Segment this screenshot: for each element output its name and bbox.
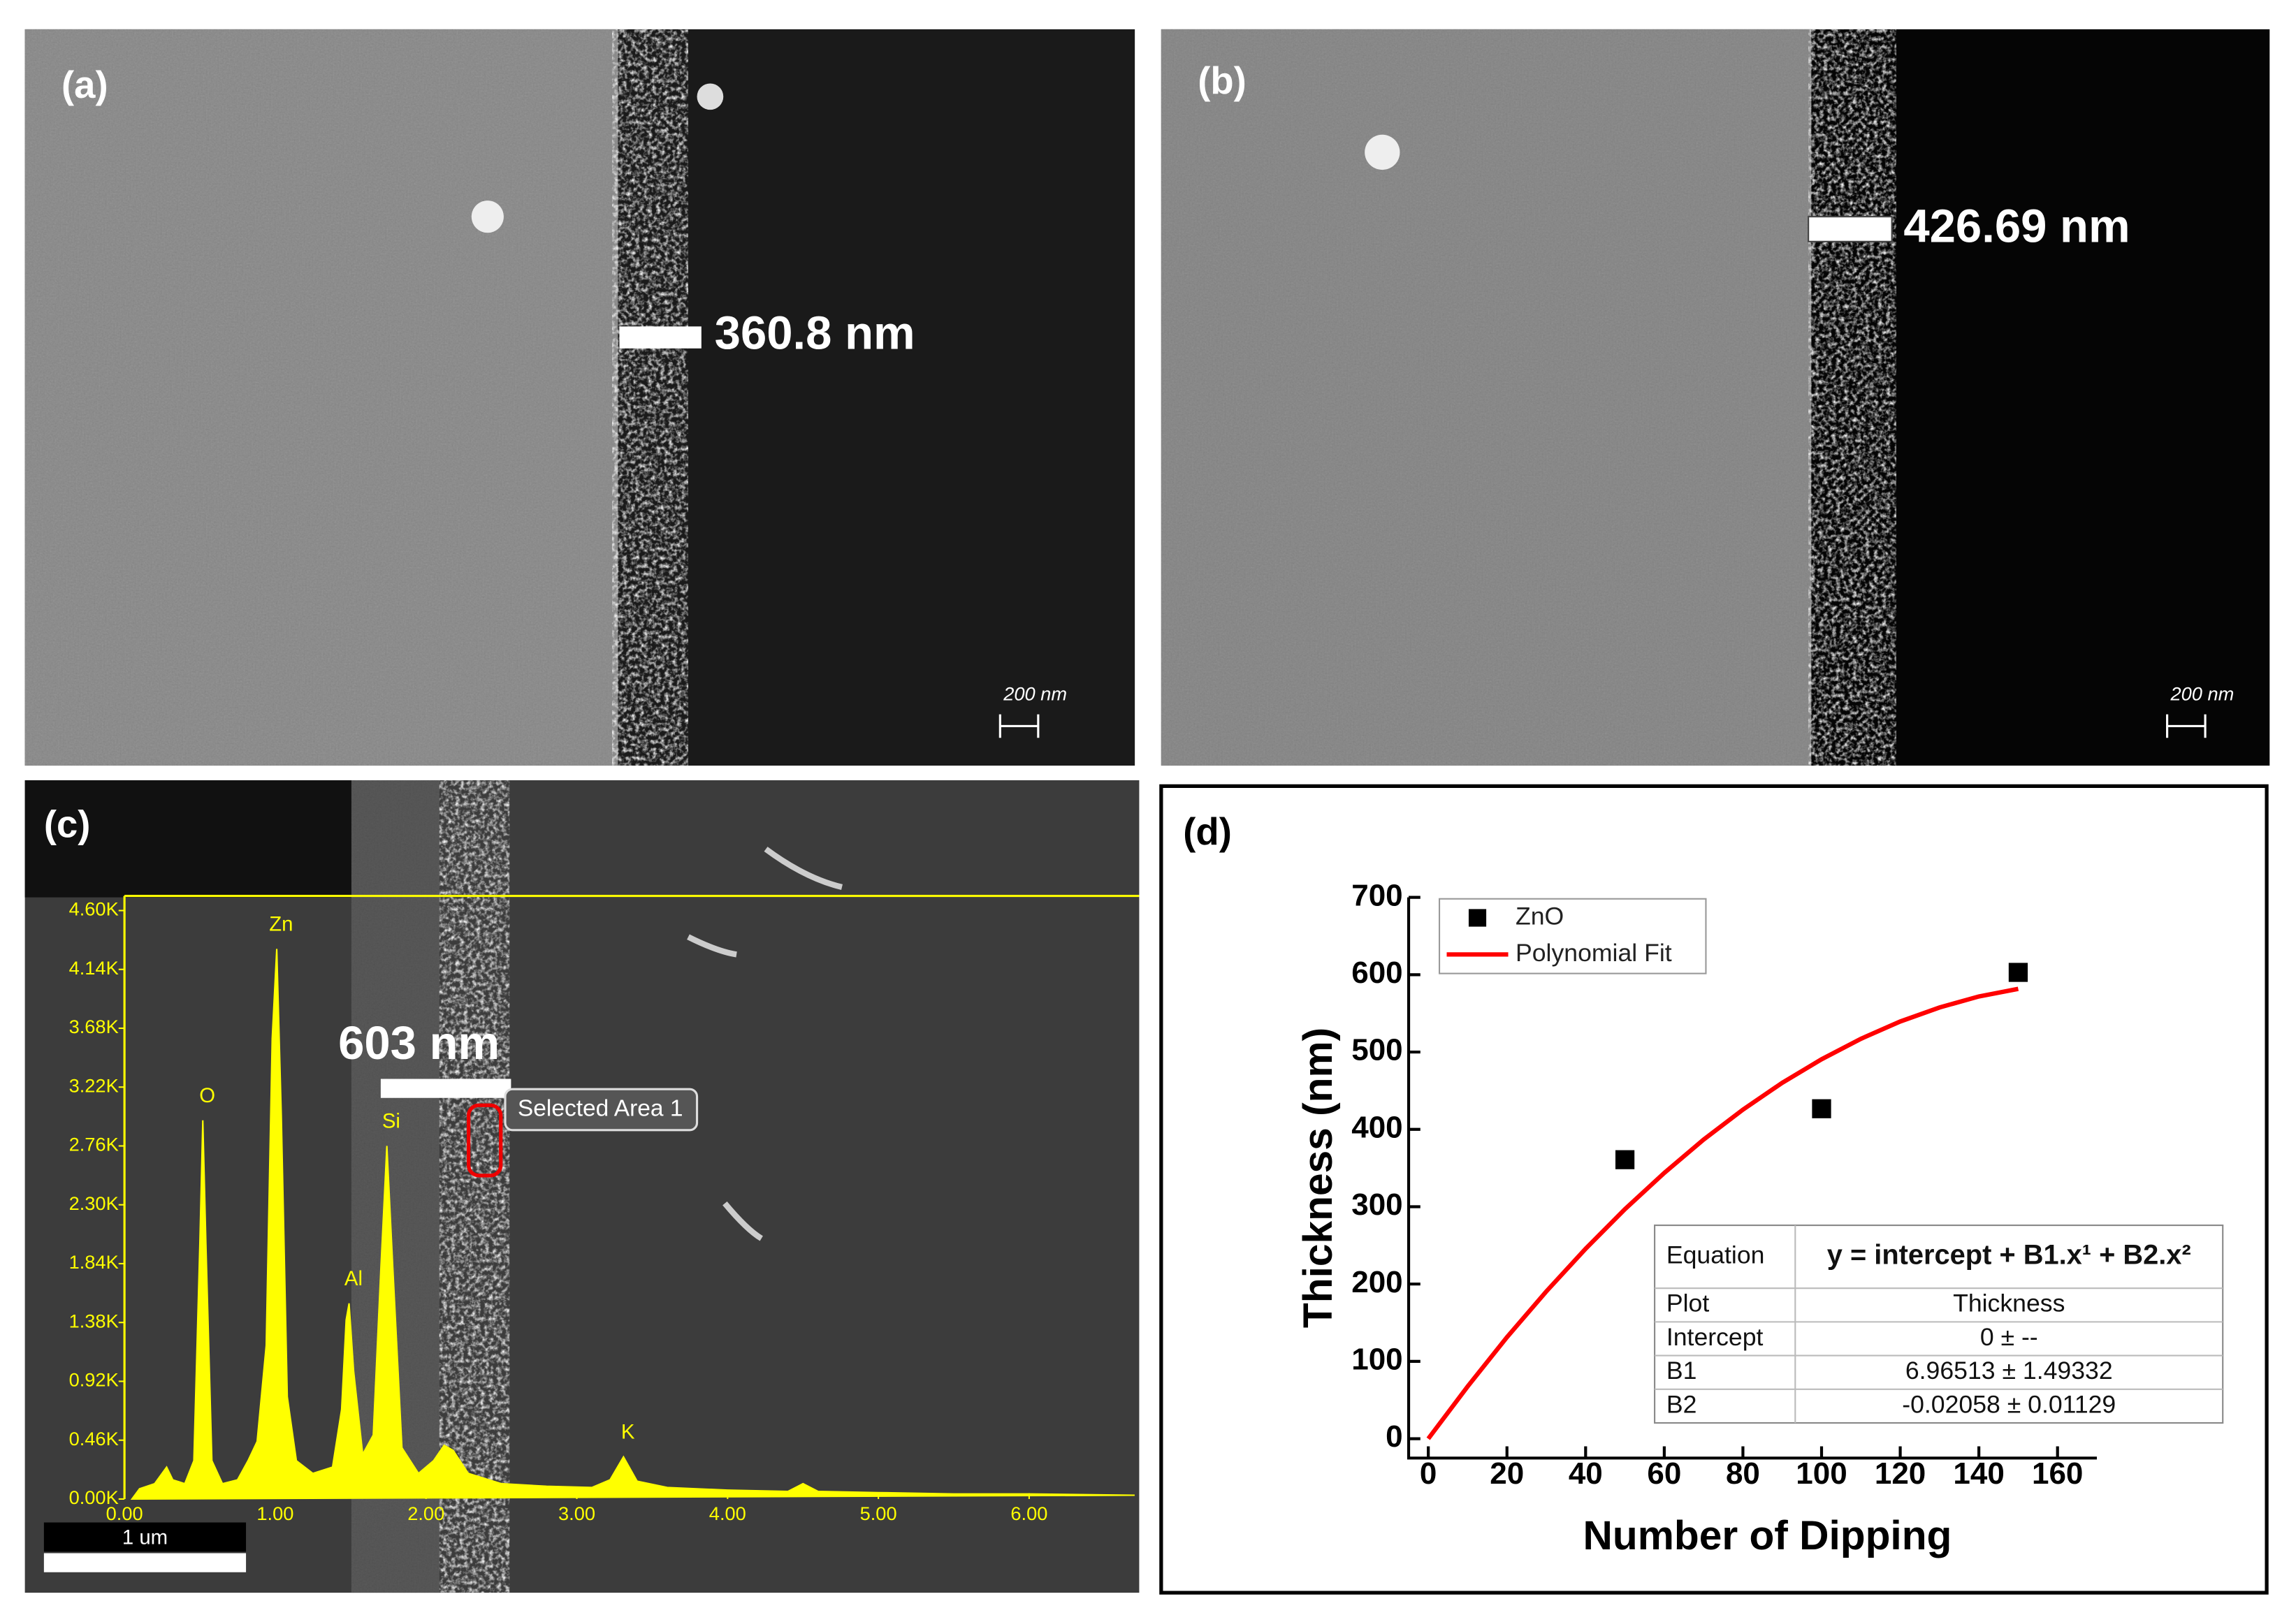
x-tick-label: 40 <box>1569 1456 1603 1491</box>
data-point <box>1812 1099 1831 1118</box>
fit-line <box>1426 986 2019 1440</box>
y-tick-label: 500 <box>1351 1033 1402 1067</box>
sem-feature <box>687 847 843 1241</box>
sem-substrate <box>1161 29 1812 766</box>
x-tick-label: 0.00 <box>106 1503 143 1524</box>
x-axis-label: Number of Dipping <box>1583 1513 1952 1558</box>
measure-bar <box>619 326 702 349</box>
x-tick-label: 0 <box>1420 1456 1437 1491</box>
y-tick-label: 1.38K <box>69 1310 119 1331</box>
measurement: 426.69 nm <box>1903 200 2130 253</box>
y-tick-label: 2.30K <box>69 1192 119 1214</box>
y-tick-label: 700 <box>1351 878 1402 912</box>
particle <box>471 200 504 233</box>
table-value: -0.02058 ± 0.01129 <box>1902 1390 2116 1418</box>
panel-b: (b) 426.69 nm 200 nm <box>1161 29 2270 766</box>
peak-label: Si <box>382 1110 400 1133</box>
y-tick-label: 100 <box>1351 1343 1402 1377</box>
y-tick-label: 200 <box>1351 1265 1402 1299</box>
peak-label: Zn <box>269 913 293 936</box>
measurement: 360.8 nm <box>715 307 915 360</box>
measure-bar <box>1808 216 1893 242</box>
table-key: Plot <box>1666 1289 1709 1317</box>
x-tick-label: 3.00 <box>558 1503 595 1524</box>
x-tick-label: 140 <box>1953 1456 2004 1491</box>
measurement: 603 nm <box>338 1017 500 1069</box>
particle <box>1365 134 1400 170</box>
panel-label: (d) <box>1183 810 1232 853</box>
y-tick-label: 2.76K <box>69 1134 119 1155</box>
x-tick-label: 4.00 <box>709 1503 746 1524</box>
x-tick-label: 2.00 <box>407 1503 444 1524</box>
scale-bar-label: 200 nm <box>1003 683 1067 705</box>
peak-label: K <box>621 1421 635 1444</box>
panel-a: (a) 360.8 nm 200 nm <box>24 29 1135 766</box>
y-axis-label: Thickness (nm) <box>1295 1028 1341 1328</box>
selection-label: Selected Area 1 <box>518 1095 683 1121</box>
y-tick-label: 3.68K <box>69 1016 119 1037</box>
x-tick-label: 5.00 <box>860 1503 897 1524</box>
data-point <box>1615 1150 1635 1169</box>
table-key: Equation <box>1666 1241 1765 1269</box>
x-tick-label: 20 <box>1490 1456 1524 1491</box>
selection-box <box>466 1103 503 1178</box>
table-value: 0 ± -- <box>1980 1323 2038 1351</box>
legend-label: ZnO <box>1516 902 1564 930</box>
table-value: y = intercept + B1.x¹ + B2.x² <box>1827 1240 2191 1271</box>
panel-label: (b) <box>1198 59 1247 102</box>
panel-label: (a) <box>61 64 108 106</box>
x-tick-label: 60 <box>1647 1456 1681 1491</box>
sem-dark <box>24 780 362 898</box>
y-tick-label: 600 <box>1351 956 1402 990</box>
x-tick-label: 1.00 <box>256 1503 293 1524</box>
spectrum-frame <box>123 894 1140 1499</box>
scale-bar-label: 200 nm <box>2170 683 2234 705</box>
y-tick-label: 0.00K <box>69 1486 119 1508</box>
table-key: B2 <box>1666 1390 1697 1418</box>
y-tick-label: 3.22K <box>69 1074 119 1096</box>
scale-bar <box>43 1553 247 1572</box>
table-key: B1 <box>1666 1357 1697 1384</box>
legend-label: Polynomial Fit <box>1516 939 1672 967</box>
scale-bar-box <box>43 1522 247 1552</box>
y-tick-label: 4.60K <box>69 898 119 920</box>
panel-label: (c) <box>44 803 91 845</box>
y-tick-label: 0.46K <box>69 1428 119 1449</box>
x-tick-label: 6.00 <box>1010 1503 1047 1524</box>
x-tick-label: 100 <box>1796 1456 1847 1491</box>
y-tick-label: 0 <box>1386 1419 1402 1454</box>
measure-bar <box>380 1079 511 1098</box>
data-point <box>2008 963 2028 982</box>
sem-film <box>611 29 688 766</box>
spectrum <box>130 949 1135 1500</box>
peak-label: Al <box>344 1267 363 1290</box>
peak-label: O <box>199 1084 215 1107</box>
x-tick-label: 160 <box>2032 1456 2083 1491</box>
table-key: Intercept <box>1666 1323 1764 1351</box>
legend-marker <box>1468 909 1487 927</box>
axes <box>1407 897 2097 1460</box>
panel-c: (c) 603 nm Selected Area 1 1 um 0.00K0.4… <box>24 780 1140 1593</box>
x-tick-label: 80 <box>1726 1456 1760 1491</box>
particle <box>697 83 724 110</box>
x-tick-label: 120 <box>1875 1456 1926 1491</box>
sem-substrate <box>24 29 618 766</box>
y-tick-label: 0.92K <box>69 1369 119 1391</box>
y-tick-label: 4.14K <box>69 957 119 979</box>
y-tick-label: 400 <box>1351 1110 1402 1144</box>
y-tick-label: 300 <box>1351 1188 1402 1222</box>
y-tick-label: 1.84K <box>69 1251 119 1273</box>
scale-bar-label: 1 um <box>122 1526 168 1549</box>
sem-film <box>1808 29 1896 766</box>
selection-tag <box>504 1088 699 1132</box>
scale-bar <box>2166 714 2207 738</box>
table-value: 6.96513 ± 1.49332 <box>1905 1357 2113 1384</box>
scale-bar <box>998 714 1040 738</box>
panel-d: (d) 0 100 200 300 400 500 600 700 0 20 40 60 80 100 12… <box>1159 784 2269 1595</box>
table-value: Thickness <box>1953 1289 2065 1317</box>
